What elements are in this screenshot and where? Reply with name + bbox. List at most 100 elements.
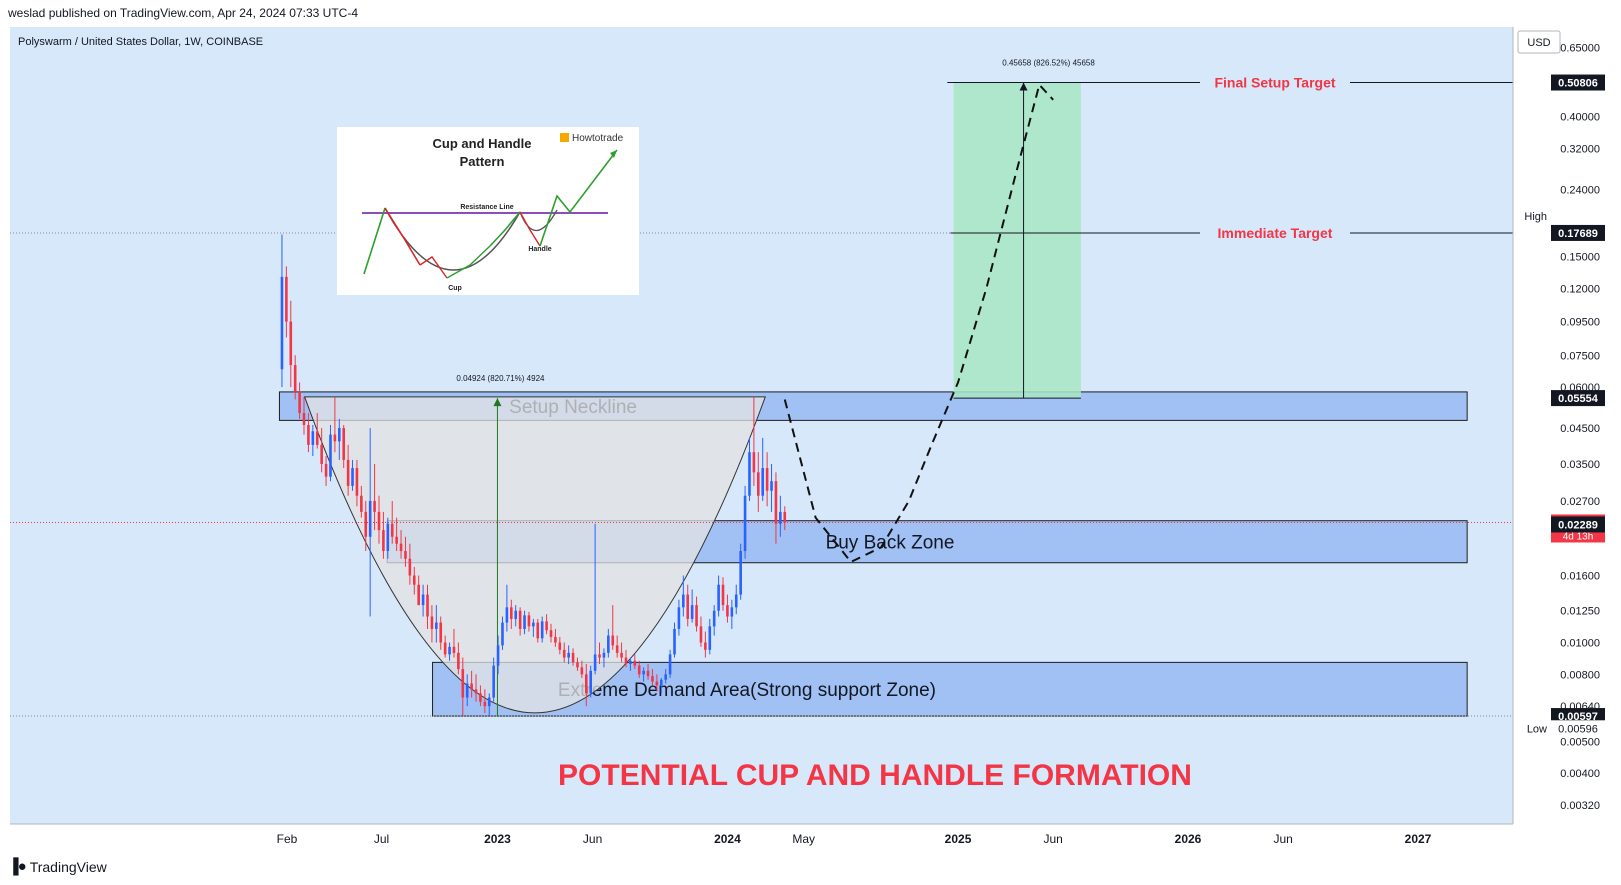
candle bbox=[320, 428, 323, 473]
candle bbox=[479, 685, 482, 707]
y-tick: 0.12000 bbox=[1560, 283, 1600, 295]
price-tag bbox=[1551, 516, 1605, 533]
price-axis[interactable] bbox=[1513, 27, 1621, 824]
inset-cup-label: Cup bbox=[448, 285, 462, 292]
candle bbox=[686, 584, 690, 627]
countdown-text: 4d 13h bbox=[1563, 531, 1594, 542]
candle bbox=[373, 463, 376, 531]
x-tick: Feb bbox=[277, 832, 298, 846]
chart-title: POTENTIAL CUP AND HANDLE FORMATION bbox=[558, 759, 1192, 792]
candle bbox=[386, 517, 390, 559]
candle bbox=[721, 577, 725, 611]
candle bbox=[390, 500, 394, 544]
candle bbox=[558, 636, 562, 655]
candle bbox=[514, 605, 518, 627]
candle bbox=[699, 616, 703, 647]
candles-layer bbox=[280, 234, 787, 717]
candle bbox=[540, 616, 544, 643]
y-tick: 0.01600 bbox=[1560, 571, 1600, 583]
price-tag-text: 0.05554 bbox=[1558, 393, 1599, 405]
x-axis-ticks: Feb Jul 2023 Jun 2024 May 2025 Jun 2026 Jun 2027 bbox=[277, 832, 1432, 846]
inset-title-2: Pattern bbox=[460, 154, 505, 169]
target-label-1: Immediate Target bbox=[1218, 225, 1333, 241]
y-tick: 0.40000 bbox=[1560, 112, 1600, 124]
low-price-text: 0.00596 bbox=[1558, 723, 1598, 735]
candle bbox=[324, 455, 328, 486]
x-tick: 2027 bbox=[1405, 832, 1432, 846]
target-box bbox=[953, 82, 1081, 399]
pattern-inset: Cup and Handle Pattern Howtotrade Resist… bbox=[337, 127, 639, 295]
candle bbox=[748, 437, 751, 501]
candle bbox=[584, 664, 588, 707]
footer[interactable]: ▐● TradingView bbox=[8, 858, 107, 875]
inset-title-1: Cup and Handle bbox=[433, 136, 532, 151]
candle bbox=[589, 665, 593, 698]
candle bbox=[421, 584, 425, 617]
x-tick: May bbox=[792, 832, 815, 846]
inset-resistance-label: Resistance Line bbox=[460, 204, 513, 211]
candle bbox=[637, 660, 641, 678]
candle bbox=[655, 674, 659, 692]
candle bbox=[483, 689, 487, 713]
candle bbox=[457, 642, 460, 675]
projection-path bbox=[783, 82, 1054, 564]
footer-brand: TradingView bbox=[29, 858, 107, 875]
inset-handle-label: Handle bbox=[528, 246, 551, 253]
candle bbox=[337, 418, 341, 460]
candle bbox=[774, 472, 778, 544]
candle bbox=[593, 523, 597, 675]
y-tick: 0.00500 bbox=[1560, 736, 1600, 748]
candle bbox=[536, 618, 540, 643]
high-label: High bbox=[1524, 211, 1547, 223]
candle bbox=[412, 566, 416, 595]
candle bbox=[651, 669, 654, 686]
candle bbox=[426, 584, 429, 629]
candle bbox=[501, 616, 504, 650]
candle bbox=[298, 382, 301, 419]
candle bbox=[779, 495, 782, 537]
x-tick: 2024 bbox=[714, 832, 741, 846]
candle bbox=[677, 599, 681, 636]
candle bbox=[562, 642, 566, 663]
candle bbox=[527, 611, 531, 632]
candle bbox=[580, 660, 584, 678]
candle bbox=[739, 543, 742, 600]
candle bbox=[523, 610, 526, 635]
candle bbox=[549, 623, 553, 643]
candle bbox=[602, 648, 606, 668]
candle bbox=[615, 635, 619, 658]
price-tag-text: 0.17689 bbox=[1558, 228, 1598, 240]
candle bbox=[452, 628, 456, 658]
candle bbox=[752, 396, 756, 486]
candle bbox=[682, 575, 685, 617]
candle bbox=[770, 463, 773, 512]
y-tick: 0.32000 bbox=[1560, 143, 1600, 155]
x-tick: 2023 bbox=[484, 832, 511, 846]
price-tag bbox=[1551, 74, 1605, 91]
x-tick: Jul bbox=[374, 832, 389, 846]
candle bbox=[761, 437, 765, 501]
price-tag-text: 0.02289 bbox=[1558, 519, 1598, 531]
candle bbox=[646, 664, 650, 680]
low-label: Low bbox=[1527, 723, 1547, 735]
candle bbox=[734, 584, 738, 615]
x-tick: Jun bbox=[583, 832, 602, 846]
candle bbox=[659, 677, 663, 694]
y-tick: 0.03500 bbox=[1560, 459, 1600, 471]
candle bbox=[474, 674, 478, 702]
zone-label-1: Buy Back Zone bbox=[826, 533, 955, 554]
y-tick: 0.07500 bbox=[1560, 350, 1600, 362]
candle bbox=[465, 674, 469, 707]
y-tick: 0.01000 bbox=[1560, 638, 1600, 650]
currency-box[interactable] bbox=[1517, 30, 1561, 54]
candle bbox=[333, 396, 337, 453]
candle bbox=[355, 459, 359, 507]
candle bbox=[311, 424, 315, 456]
candle bbox=[611, 605, 615, 650]
candle bbox=[377, 495, 381, 544]
candle bbox=[620, 642, 623, 663]
price-tag bbox=[1551, 390, 1605, 407]
y-tick: 0.65000 bbox=[1560, 42, 1600, 54]
candle bbox=[351, 459, 354, 491]
